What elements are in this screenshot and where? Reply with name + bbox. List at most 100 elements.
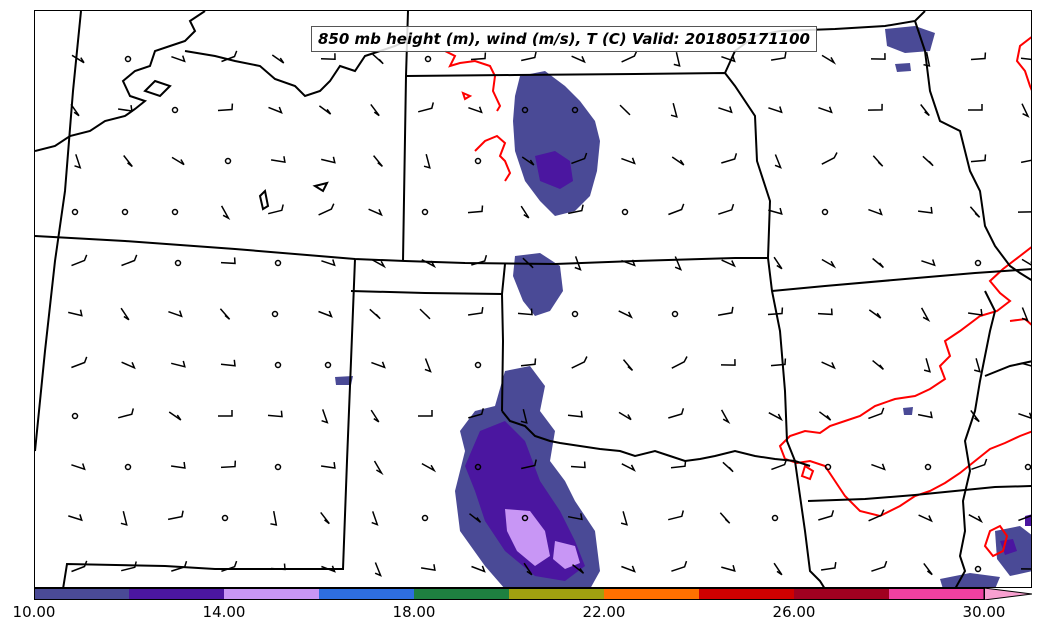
map-panel: 850 mb height (m), wind (m/s), T (C) Val… xyxy=(34,10,1032,588)
wind-barb xyxy=(270,510,278,526)
wind-barb xyxy=(321,409,329,424)
calm-wind-marker xyxy=(121,208,129,216)
wind-barb xyxy=(1017,211,1031,213)
wind-barb xyxy=(721,55,736,63)
wind-barb xyxy=(1018,515,1031,522)
wind-barb xyxy=(321,156,336,164)
wind-barb xyxy=(571,356,588,369)
wind-barb xyxy=(818,106,833,114)
calm-wind-marker xyxy=(274,361,282,369)
wind-barb xyxy=(968,514,984,524)
state-border xyxy=(794,460,825,587)
shade-region xyxy=(903,407,913,415)
colorbar-cell xyxy=(509,588,605,600)
state-border xyxy=(954,290,997,587)
wind-barb xyxy=(118,408,135,419)
calm-wind-marker xyxy=(571,310,579,318)
wind-barb xyxy=(670,460,687,469)
wind-barb xyxy=(969,206,981,218)
wind-barb xyxy=(369,308,381,320)
wind-barb xyxy=(968,104,983,111)
wind-barb xyxy=(918,206,933,214)
colorbar-cell xyxy=(34,588,130,600)
colorbar xyxy=(34,588,1032,600)
wind-barb xyxy=(773,562,783,576)
wind-barb xyxy=(771,458,788,471)
calm-wind-marker xyxy=(474,361,482,369)
calm-wind-marker xyxy=(1024,463,1031,471)
wind-barb xyxy=(871,463,886,471)
wind-barb xyxy=(768,207,783,215)
wind-barb xyxy=(922,155,934,167)
map-canvas xyxy=(35,11,1031,587)
coast-line xyxy=(143,79,172,98)
colorbar-cell xyxy=(699,588,795,600)
wind-barb xyxy=(821,258,837,269)
wind-barb xyxy=(467,205,484,214)
wind-barb xyxy=(220,205,231,220)
wind-barb xyxy=(571,55,586,64)
wind-barb xyxy=(923,562,933,576)
colorbar-tick-label: 10.00 xyxy=(12,603,56,621)
wind-barb xyxy=(670,103,678,118)
wind-barb xyxy=(521,459,537,470)
wind-barb xyxy=(221,50,238,63)
wind-barb xyxy=(117,104,133,112)
shade-region xyxy=(885,26,935,53)
shade-region xyxy=(513,253,563,316)
wind-barb xyxy=(668,510,685,521)
wind-barb xyxy=(121,361,136,370)
wind-barb xyxy=(1021,103,1030,118)
calm-wind-marker xyxy=(421,208,429,216)
wind-barb xyxy=(321,259,336,267)
wind-barb xyxy=(318,310,333,318)
wind-barb xyxy=(168,411,182,421)
wind-barb xyxy=(718,203,735,215)
calm-wind-marker xyxy=(71,412,79,420)
wind-barb xyxy=(168,310,183,318)
shade-region xyxy=(335,376,353,385)
wind-barb xyxy=(719,512,731,524)
calm-wind-marker xyxy=(521,514,529,522)
wind-barb xyxy=(517,308,533,316)
shade-region xyxy=(940,573,1000,587)
state-border xyxy=(771,268,1031,292)
wind-barb xyxy=(721,564,736,572)
wind-barb xyxy=(673,52,681,67)
wind-barb xyxy=(221,560,238,573)
wind-barb xyxy=(618,411,632,421)
wind-barb xyxy=(674,256,683,271)
wind-barb xyxy=(71,54,85,64)
wind-barb xyxy=(421,462,437,473)
wind-barb xyxy=(320,461,336,469)
wind-barb xyxy=(970,52,987,61)
wind-barb xyxy=(469,513,482,523)
wind-barb xyxy=(773,256,783,270)
state-border xyxy=(62,258,356,587)
colorbar-cell xyxy=(319,588,415,600)
calm-wind-marker xyxy=(924,463,932,471)
wind-barb xyxy=(572,564,585,574)
wind-barb xyxy=(420,564,436,572)
calm-wind-marker xyxy=(124,463,132,471)
colorbar-cell xyxy=(224,588,320,600)
wind-barb xyxy=(320,53,336,60)
wind-barb xyxy=(967,308,983,316)
wind-barb xyxy=(1020,362,1031,367)
wind-barb xyxy=(268,106,283,114)
wind-barb xyxy=(373,460,384,476)
wind-barb xyxy=(471,565,486,573)
wind-barb xyxy=(71,463,86,471)
wind-barb xyxy=(371,361,386,369)
wind-barb xyxy=(768,412,784,422)
colorbar-cell xyxy=(604,588,700,600)
wind-barb xyxy=(571,152,588,165)
wind-barb xyxy=(821,152,838,165)
wind-barb xyxy=(120,307,130,321)
wind-barb xyxy=(68,309,83,317)
calm-wind-marker xyxy=(421,514,429,522)
wind-barb xyxy=(123,155,133,168)
wind-barb xyxy=(372,53,384,65)
calm-wind-marker xyxy=(274,463,282,471)
wind-barb xyxy=(767,307,784,316)
